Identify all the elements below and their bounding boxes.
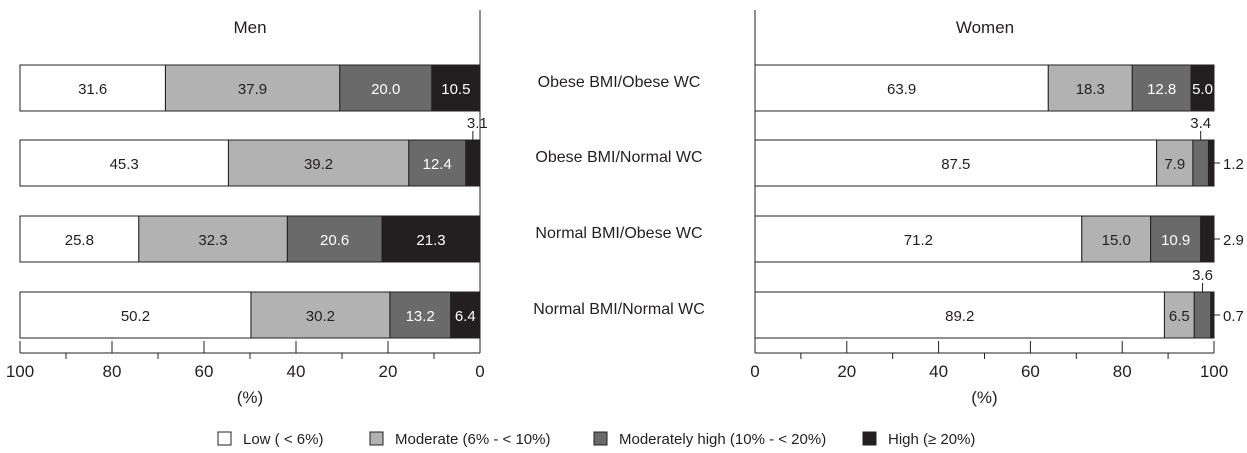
data-label-men-normal-bmi-normal-wc-high-20: 6.4 [455,308,476,325]
bar-women-normal-bmi-normal-wc-high-20 [1210,291,1215,339]
bar-women-normal-bmi-obese-wc-high-20 [1200,215,1215,263]
bar-women-normal-bmi-obese-wc-moderately-high-10-20 [1150,215,1202,263]
x-axis-label-women: (%) [971,388,997,407]
data-label-women-obese-bmi-obese-wc-moderately-high-10-20: 12.8 [1147,81,1176,98]
data-label-women-obese-bmi-normal-wc-low-6: 87.5 [941,156,970,173]
data-label-women-normal-bmi-normal-wc-moderate-6-10: 6.5 [1169,308,1190,325]
data-label-men-normal-bmi-normal-wc-moderately-high-10-20: 13.2 [406,308,435,325]
x-tick-label-men-40: 40 [287,362,306,381]
data-label-women-normal-bmi-normal-wc-moderately-high-10-20: 3.6 [1192,267,1213,284]
legend-label-high-20: High (≥ 20%) [888,431,975,448]
data-label-women-obese-bmi-obese-wc-high-20: 5.0 [1192,81,1213,98]
bar-men-normal-bmi-obese-wc-moderately-high-10-20 [286,215,383,263]
panel-title-women: Women [956,18,1014,37]
data-label-women-normal-bmi-normal-wc-low-6: 89.2 [945,308,974,325]
data-label-women-normal-bmi-obese-wc-moderately-high-10-20: 10.9 [1161,232,1190,249]
bar-men-obese-bmi-obese-wc-high-20 [431,64,481,112]
category-label-obese-bmi-obese-wc: Obese BMI/Obese WC [538,74,701,91]
category-label-normal-bmi-obese-wc: Normal BMI/Obese WC [535,225,702,242]
data-label-men-obese-bmi-obese-wc-high-20: 10.5 [441,81,470,98]
data-label-men-normal-bmi-obese-wc-high-20: 21.3 [416,232,445,249]
category-label-normal-bmi-normal-wc: Normal BMI/Normal WC [533,301,705,318]
data-label-women-obese-bmi-normal-wc-high-20: 1.2 [1223,156,1244,173]
x-tick-label-men-0: 0 [475,362,484,381]
bar-women-normal-bmi-obese-wc-low-6 [754,215,1083,263]
bar-men-normal-bmi-normal-wc-moderate-6-10 [250,291,391,339]
bar-men-normal-bmi-normal-wc-moderately-high-10-20 [389,291,452,339]
data-label-men-obese-bmi-normal-wc-low-6: 45.3 [110,156,139,173]
panel-title-men: Men [233,18,266,37]
data-label-men-normal-bmi-obese-wc-low-6: 25.8 [65,232,94,249]
x-tick-label-women-60: 60 [1021,362,1040,381]
bar-men-obese-bmi-obese-wc-low-6 [19,64,166,112]
data-label-men-obese-bmi-normal-wc-moderate-6-10: 39.2 [304,156,333,173]
bar-women-obese-bmi-obese-wc-moderate-6-10 [1047,64,1133,112]
data-label-men-obese-bmi-normal-wc-moderately-high-10-20: 12.4 [423,156,452,173]
data-label-men-obese-bmi-obese-wc-low-6: 31.6 [78,81,107,98]
bar-women-normal-bmi-normal-wc-moderate-6-10 [1163,291,1195,339]
bar-women-obese-bmi-normal-wc-low-6 [754,139,1158,187]
x-tick-label-women-40: 40 [929,362,948,381]
bar-men-normal-bmi-obese-wc-moderate-6-10 [138,215,288,263]
data-label-men-normal-bmi-obese-wc-moderately-high-10-20: 20.6 [320,232,349,249]
bar-men-normal-bmi-obese-wc-high-20 [381,215,481,263]
data-label-women-normal-bmi-normal-wc-high-20: 0.7 [1223,308,1244,325]
x-tick-label-women-0: 0 [750,362,759,381]
bar-men-normal-bmi-normal-wc-high-20 [450,291,481,339]
data-label-women-normal-bmi-obese-wc-moderate-6-10: 15.0 [1102,232,1131,249]
x-tick-label-men-80: 80 [103,362,122,381]
bar-women-obese-bmi-obese-wc-high-20 [1190,64,1215,112]
bar-women-normal-bmi-normal-wc-low-6 [754,291,1165,339]
bar-men-normal-bmi-obese-wc-low-6 [19,215,140,263]
data-label-men-normal-bmi-obese-wc-moderate-6-10: 32.3 [198,232,227,249]
legend-swatch-moderate-6-10 [369,431,384,446]
bar-men-obese-bmi-normal-wc-moderate-6-10 [227,139,410,187]
data-label-women-obese-bmi-obese-wc-low-6: 63.9 [887,81,916,98]
data-label-men-obese-bmi-obese-wc-moderately-high-10-20: 20.0 [371,81,400,98]
category-label-obese-bmi-normal-wc: Obese BMI/Normal WC [535,149,702,166]
legend-label-moderately-high-10-20: Moderately high (10% - < 20%) [619,431,826,448]
legend-swatch-high-20 [862,431,877,446]
legend-label-low-6: Low ( < 6%) [243,431,323,448]
legend-label-moderate-6-10: Moderate (6% - < 10%) [395,431,551,448]
data-label-men-normal-bmi-normal-wc-low-6: 50.2 [121,308,150,325]
bar-men-obese-bmi-obese-wc-moderate-6-10 [164,64,341,112]
bar-men-normal-bmi-normal-wc-low-6 [19,291,252,339]
x-tick-label-women-80: 80 [1113,362,1132,381]
bar-women-obese-bmi-normal-wc-high-20 [1207,139,1215,187]
x-tick-label-women-100: 100 [1200,362,1228,381]
bar-men-obese-bmi-normal-wc-high-20 [465,139,481,187]
data-label-men-normal-bmi-normal-wc-moderate-6-10: 30.2 [306,308,335,325]
data-label-men-obese-bmi-normal-wc-high-20: 3.1 [467,115,488,132]
bar-women-normal-bmi-normal-wc-moderately-high-10-20 [1193,291,1212,339]
data-label-women-obese-bmi-normal-wc-moderate-6-10: 7.9 [1164,156,1185,173]
bar-women-normal-bmi-obese-wc-moderate-6-10 [1081,215,1152,263]
bar-men-obese-bmi-normal-wc-moderately-high-10-20 [408,139,467,187]
data-label-women-normal-bmi-obese-wc-low-6: 71.2 [904,232,933,249]
x-axis-label-men: (%) [237,388,263,407]
legend-swatch-low-6 [217,431,232,446]
x-tick-label-men-20: 20 [379,362,398,381]
bar-men-obese-bmi-normal-wc-low-6 [19,139,229,187]
data-label-men-obese-bmi-obese-wc-moderate-6-10: 37.9 [238,81,267,98]
data-label-women-normal-bmi-obese-wc-high-20: 2.9 [1223,232,1244,249]
data-label-women-obese-bmi-normal-wc-moderately-high-10-20: 3.4 [1190,115,1211,132]
bar-men-obese-bmi-obese-wc-moderately-high-10-20 [339,64,433,112]
legend-swatch-moderately-high-10-20 [593,431,608,446]
bar-women-obese-bmi-obese-wc-moderately-high-10-20 [1131,64,1192,112]
bar-women-obese-bmi-normal-wc-moderate-6-10 [1156,139,1194,187]
x-tick-label-women-20: 20 [837,362,856,381]
bar-women-obese-bmi-normal-wc-moderately-high-10-20 [1192,139,1209,187]
x-tick-label-men-100: 100 [6,362,34,381]
x-tick-label-men-60: 60 [195,362,214,381]
data-label-women-obese-bmi-obese-wc-moderate-6-10: 18.3 [1076,81,1105,98]
